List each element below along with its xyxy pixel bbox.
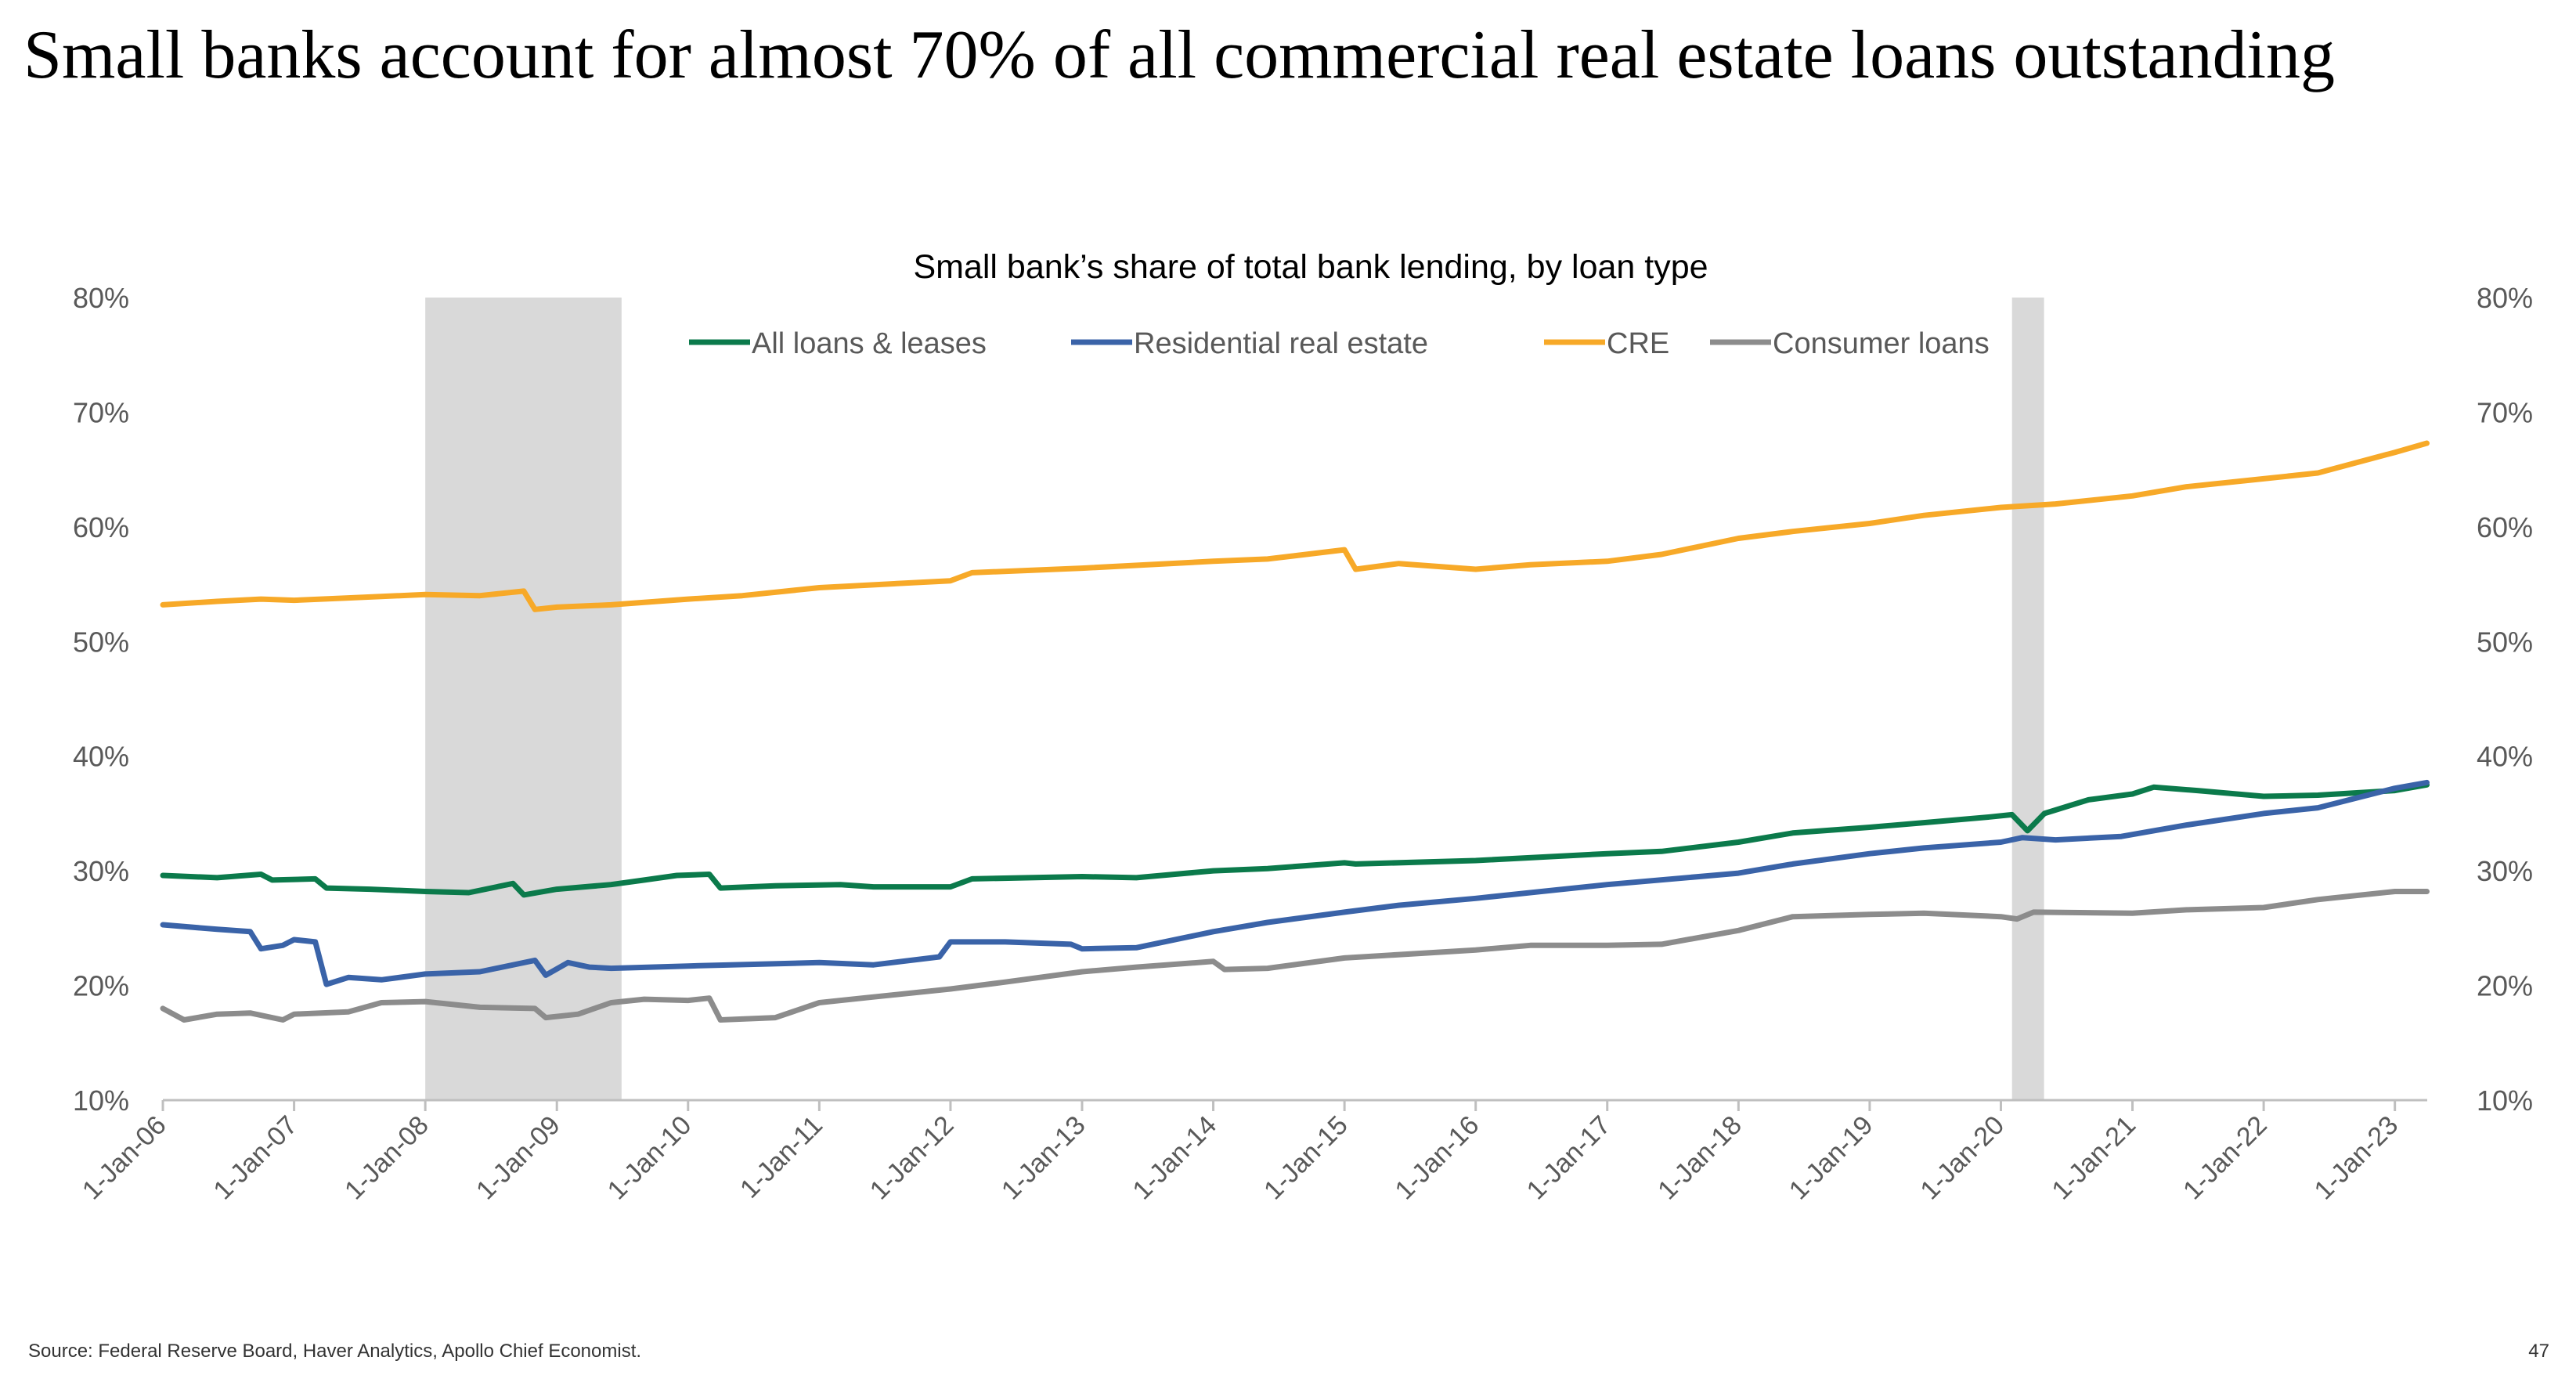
recession-band [2011, 298, 2044, 1100]
x-tick-label: 1-Jan-21 [2046, 1110, 2141, 1206]
x-tick-label: 1-Jan-13 [996, 1110, 1091, 1206]
y-tick-label-left: 50% [73, 626, 129, 658]
series-line-residential-real-estate [160, 779, 2430, 987]
y-tick-label-right: 50% [2477, 626, 2533, 658]
series-line-cre [160, 440, 2430, 612]
y-tick-label-right: 40% [2477, 741, 2533, 773]
x-tick-label: 1-Jan-14 [1127, 1110, 1222, 1206]
x-tick-label: 1-Jan-16 [1390, 1110, 1485, 1206]
x-tick-label: 1-Jan-22 [2177, 1110, 2273, 1206]
y-tick-label-left: 20% [73, 970, 129, 1002]
x-tick-label: 1-Jan-08 [339, 1110, 435, 1206]
legend-label: CRE [1607, 327, 1669, 360]
series-line-consumer-loans [160, 889, 2430, 1023]
x-tick-label: 1-Jan-11 [734, 1110, 828, 1204]
y-tick-label-right: 10% [2477, 1084, 2533, 1117]
x-tick-label: 1-Jan-06 [77, 1110, 172, 1206]
page-number: 47 [2528, 1341, 2549, 1362]
y-tick-label-left: 80% [73, 282, 129, 314]
y-tick-label-left: 40% [73, 741, 129, 773]
y-tick-label-right: 70% [2477, 396, 2533, 428]
x-tick-label: 1-Jan-18 [1652, 1110, 1748, 1206]
x-tick-label: 1-Jan-23 [2309, 1110, 2405, 1206]
page-headline: Small banks account for almost 70% of al… [23, 17, 2336, 93]
x-tick-label: 1-Jan-19 [1784, 1110, 1879, 1206]
x-tick-label: 1-Jan-07 [207, 1110, 303, 1206]
x-tick-label: 1-Jan-12 [864, 1110, 960, 1206]
x-tick-label: 1-Jan-10 [602, 1110, 698, 1206]
y-tick-label-right: 20% [2477, 970, 2533, 1002]
y-tick-label-left: 30% [73, 855, 129, 887]
x-tick-label: 1-Jan-20 [1914, 1110, 2010, 1206]
y-tick-label-left: 10% [73, 1084, 129, 1117]
legend-label: All loans & leases [752, 327, 987, 360]
legend-label: Consumer loans [1773, 327, 1990, 360]
y-tick-label-left: 70% [73, 396, 129, 428]
series-line-all-loans-leases [160, 781, 2430, 898]
recession-band [425, 298, 622, 1100]
legend-label: Residential real estate [1134, 327, 1428, 360]
x-tick-label: 1-Jan-09 [471, 1110, 566, 1206]
x-tick-label: 1-Jan-17 [1521, 1110, 1617, 1206]
source-note: Source: Federal Reserve Board, Haver Ana… [28, 1341, 642, 1362]
x-tick-label: 1-Jan-15 [1258, 1110, 1354, 1206]
y-tick-label-right: 30% [2477, 855, 2533, 887]
y-tick-label-right: 80% [2477, 282, 2533, 314]
y-tick-label-left: 60% [73, 511, 129, 543]
chart-title: Small bank’s share of total bank lending… [913, 248, 1708, 286]
y-tick-label-right: 60% [2477, 511, 2533, 543]
